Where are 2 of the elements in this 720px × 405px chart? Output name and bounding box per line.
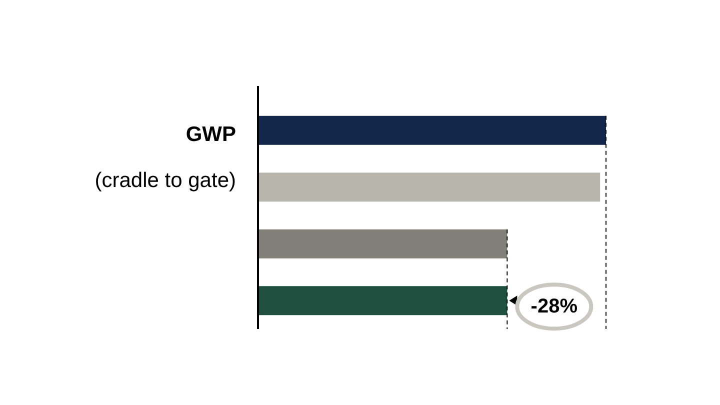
y-axis-title: GWP (cradle to gate)	[94, 123, 236, 192]
annotation: -28%	[530, 295, 578, 318]
